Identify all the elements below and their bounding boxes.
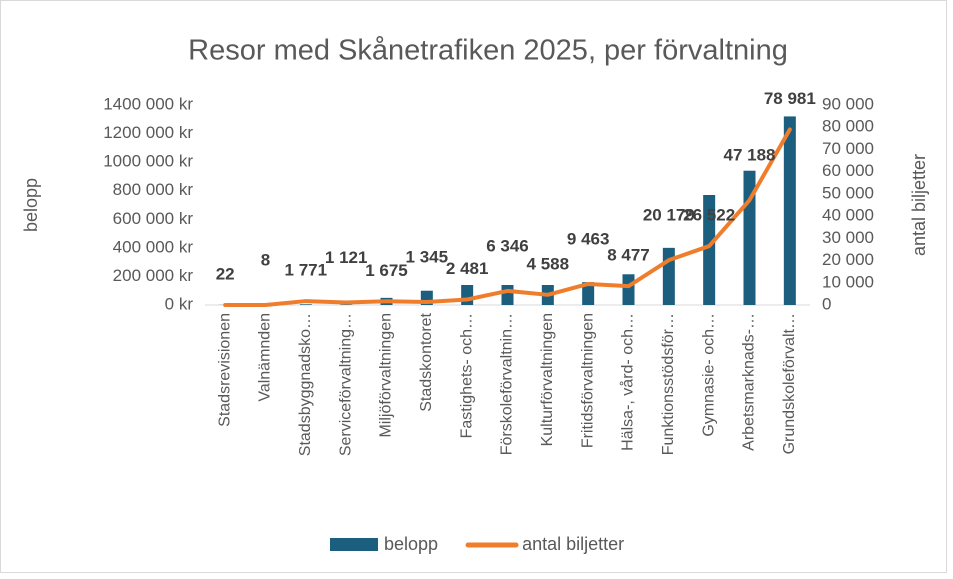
data-label: 8 bbox=[261, 250, 270, 269]
x-tick-label: Fastighets- och… bbox=[458, 313, 475, 438]
x-tick-label: Stadskontoret bbox=[418, 312, 435, 411]
x-tick-label: Gymnasie- och… bbox=[700, 313, 717, 437]
x-tick-label: Stadsbyggnadsko… bbox=[297, 313, 314, 456]
y-tick-label: 0 kr bbox=[165, 294, 194, 313]
y-tick-label: 200 000 kr bbox=[113, 266, 194, 285]
y2-tick-label: 10 000 bbox=[822, 272, 874, 291]
legend-swatch bbox=[330, 538, 378, 551]
data-label: 1 675 bbox=[365, 261, 408, 280]
data-label: 4 588 bbox=[527, 254, 570, 273]
data-label: 9 463 bbox=[567, 229, 610, 248]
x-tick-label: Hälsa-, vård- och… bbox=[619, 313, 637, 451]
y-axis-title: belopp bbox=[21, 178, 41, 232]
data-label: 22 bbox=[216, 264, 235, 283]
y-tick-label: 1200 000 kr bbox=[103, 123, 193, 142]
bar bbox=[461, 285, 474, 305]
y2-tick-label: 50 000 bbox=[822, 183, 874, 202]
x-tick-label: Serviceförvaltning… bbox=[337, 313, 354, 456]
y-tick-label: 1000 000 kr bbox=[103, 152, 193, 171]
y2-tick-label: 80 000 bbox=[822, 117, 874, 136]
data-label: 2 481 bbox=[446, 259, 489, 278]
chart-title: Resor med Skånetrafiken 2025, per förval… bbox=[188, 35, 788, 67]
x-tick-label: Miljöförvaltningen bbox=[378, 313, 395, 438]
y2-tick-label: 70 000 bbox=[822, 139, 874, 158]
data-label: 1 121 bbox=[325, 248, 368, 267]
y-tick-label: 800 000 kr bbox=[113, 180, 194, 199]
y2-tick-label: 0 bbox=[822, 294, 831, 313]
x-tick-label: Fritidsförvaltningen bbox=[579, 313, 596, 448]
y-tick-label: 400 000 kr bbox=[113, 237, 194, 256]
x-tick-label: Kulturförvaltningen bbox=[539, 313, 556, 446]
x-tick-label: Valnämnden bbox=[257, 313, 274, 402]
y2-tick-label: 30 000 bbox=[822, 228, 874, 247]
data-label: 26 522 bbox=[683, 206, 735, 225]
bar bbox=[501, 285, 514, 305]
line-series bbox=[223, 127, 792, 307]
x-tick-label: Förskoleförvaltnin… bbox=[499, 313, 516, 455]
x-tick-label: Funktionsstödsför… bbox=[660, 313, 677, 455]
x-tick-label: Arbetsmarknads-… bbox=[741, 313, 758, 451]
x-tick-label: Grundskoleförvalt… bbox=[781, 313, 798, 454]
y-tick-label: 600 000 kr bbox=[113, 209, 194, 228]
x-tick-label: Stadsrevisionen bbox=[216, 313, 233, 427]
data-label: 1 771 bbox=[285, 261, 328, 280]
y2-tick-label: 40 000 bbox=[822, 206, 874, 225]
y2-tick-label: 90 000 bbox=[822, 94, 874, 113]
y-tick-label: 1400 000 kr bbox=[103, 94, 193, 113]
y2-axis-title: antal biljetter bbox=[909, 154, 929, 256]
bar bbox=[622, 274, 635, 305]
data-label: 78 981 bbox=[764, 89, 816, 108]
legend-label: belopp bbox=[384, 534, 438, 554]
y2-tick-label: 60 000 bbox=[822, 161, 874, 180]
data-label: 1 345 bbox=[406, 247, 449, 266]
data-label: 8 477 bbox=[607, 246, 650, 265]
data-label: 47 188 bbox=[724, 146, 776, 165]
y2-tick-label: 20 000 bbox=[822, 250, 874, 269]
bar bbox=[299, 304, 312, 305]
bar bbox=[783, 116, 796, 305]
bar bbox=[582, 282, 595, 305]
bar bbox=[703, 195, 716, 305]
data-label: 20 179 bbox=[643, 206, 695, 225]
data-label: 6 346 bbox=[486, 236, 529, 255]
legend-label: antal biljetter bbox=[522, 534, 624, 554]
bar bbox=[662, 247, 675, 305]
